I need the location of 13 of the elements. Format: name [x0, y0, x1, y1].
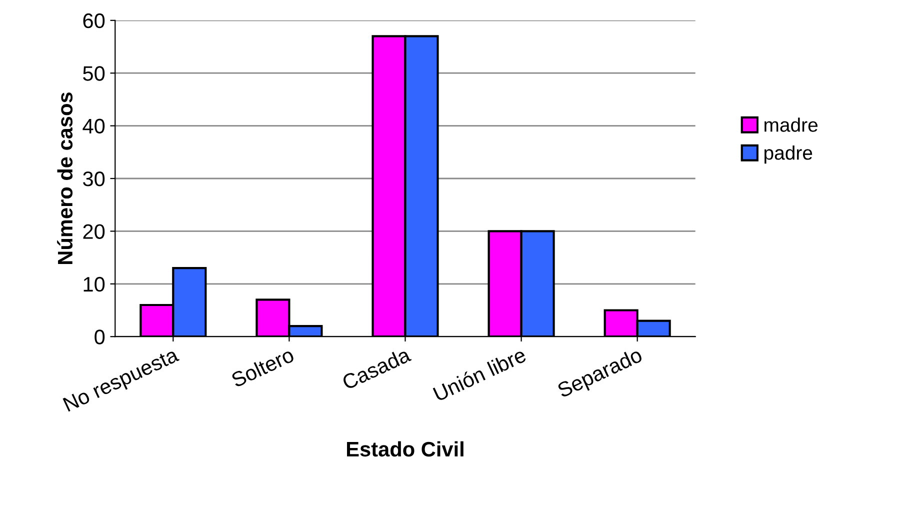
legend-label: padre	[764, 146, 812, 164]
y-tick-label: 0	[94, 330, 105, 344]
x-axis-title: Estado Civil	[347, 441, 464, 457]
y-tick-label: 60	[83, 13, 105, 28]
y-tick-label: 30	[83, 172, 105, 186]
x-tick-label: Soltero	[230, 346, 295, 388]
y-tick-label: 40	[82, 118, 105, 134]
legend-label: madre	[764, 118, 818, 132]
y-tick-label: 10	[84, 276, 105, 292]
y-axis-title: Número de casos	[57, 92, 73, 264]
y-tick-label: 20	[83, 224, 105, 239]
x-tick-label: Unión libre	[432, 346, 527, 402]
y-tick-label: 50	[83, 66, 105, 81]
